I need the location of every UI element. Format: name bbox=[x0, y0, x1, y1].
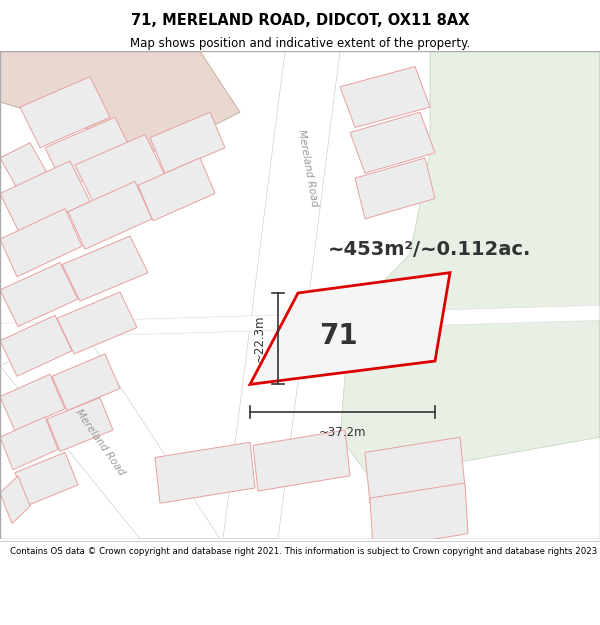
Polygon shape bbox=[0, 305, 600, 339]
Polygon shape bbox=[0, 374, 65, 431]
Polygon shape bbox=[0, 417, 58, 470]
Text: Mereland Road: Mereland Road bbox=[73, 408, 127, 478]
Polygon shape bbox=[340, 66, 430, 128]
Polygon shape bbox=[0, 315, 72, 376]
Polygon shape bbox=[138, 158, 215, 221]
Polygon shape bbox=[365, 438, 465, 503]
Polygon shape bbox=[62, 236, 148, 301]
Polygon shape bbox=[0, 209, 82, 277]
Text: 71: 71 bbox=[319, 322, 358, 350]
Text: Mereland Road: Mereland Road bbox=[296, 129, 320, 208]
Polygon shape bbox=[15, 452, 78, 505]
Polygon shape bbox=[52, 354, 120, 411]
Text: ~453m²/~0.112ac.: ~453m²/~0.112ac. bbox=[328, 240, 532, 259]
Polygon shape bbox=[68, 181, 152, 249]
Polygon shape bbox=[0, 476, 30, 524]
Text: Contains OS data © Crown copyright and database right 2021. This information is : Contains OS data © Crown copyright and d… bbox=[10, 548, 600, 556]
Polygon shape bbox=[355, 158, 435, 219]
Polygon shape bbox=[0, 326, 220, 539]
Polygon shape bbox=[57, 292, 137, 354]
Polygon shape bbox=[155, 442, 255, 503]
Text: ~22.3m: ~22.3m bbox=[253, 315, 266, 362]
Polygon shape bbox=[250, 272, 450, 384]
Polygon shape bbox=[0, 142, 50, 194]
Polygon shape bbox=[370, 483, 468, 549]
Text: Map shows position and indicative extent of the property.: Map shows position and indicative extent… bbox=[130, 37, 470, 50]
Polygon shape bbox=[340, 51, 600, 478]
Polygon shape bbox=[0, 161, 90, 234]
Polygon shape bbox=[0, 262, 78, 326]
Polygon shape bbox=[20, 77, 110, 148]
Polygon shape bbox=[0, 51, 240, 152]
Polygon shape bbox=[47, 398, 113, 451]
Polygon shape bbox=[253, 430, 350, 491]
Polygon shape bbox=[223, 51, 340, 539]
Polygon shape bbox=[350, 112, 435, 173]
Polygon shape bbox=[150, 112, 225, 173]
Text: ~37.2m: ~37.2m bbox=[319, 426, 366, 439]
Polygon shape bbox=[75, 134, 165, 206]
Polygon shape bbox=[45, 118, 135, 188]
Text: 71, MERELAND ROAD, DIDCOT, OX11 8AX: 71, MERELAND ROAD, DIDCOT, OX11 8AX bbox=[131, 12, 469, 28]
